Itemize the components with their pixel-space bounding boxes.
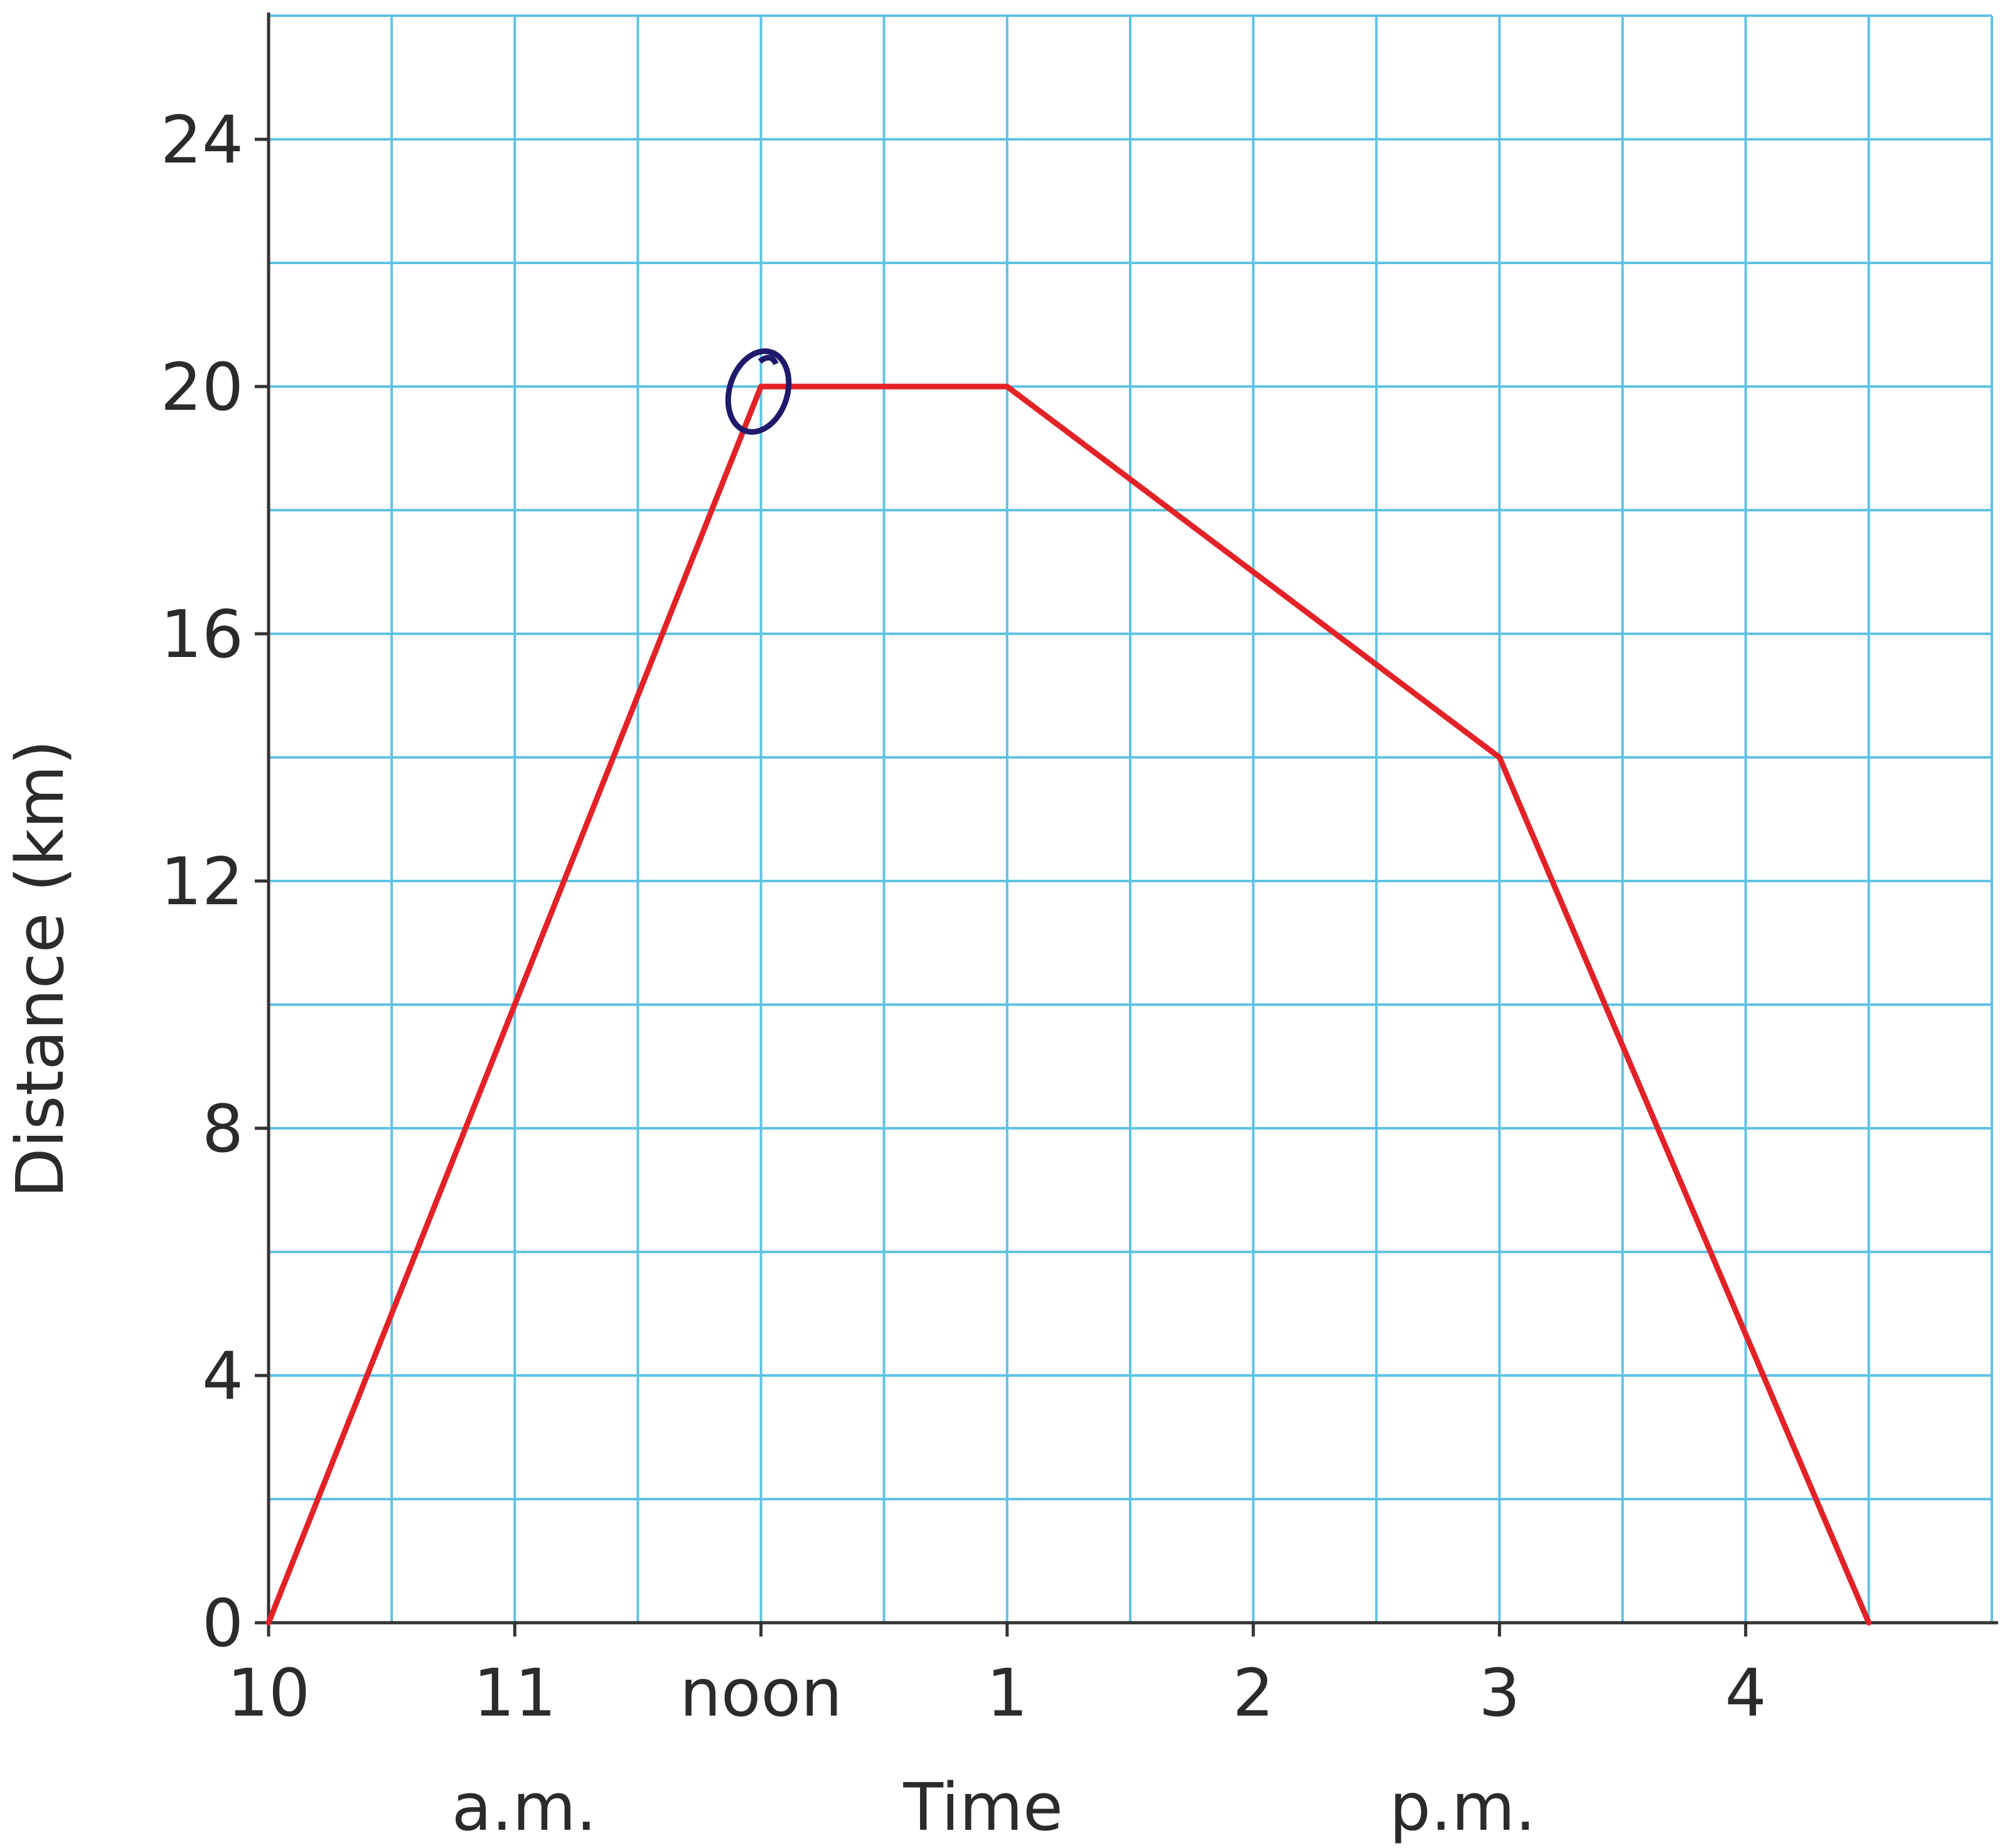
annotations-layer xyxy=(725,348,792,435)
y-tick-label: 24 xyxy=(161,102,243,178)
x-tick-label: 4 xyxy=(1725,1655,1767,1731)
x-tick-label: 2 xyxy=(1233,1655,1274,1731)
x-tick-label: noon xyxy=(680,1655,842,1731)
y-axis-label: Distance (km) xyxy=(2,740,78,1199)
x-axis-label: Time xyxy=(903,1769,1064,1845)
series-layer xyxy=(265,383,1872,1626)
hand-drawn-circle-annotation xyxy=(725,348,792,435)
y-tick-label: 20 xyxy=(161,349,243,425)
y-tick-label: 16 xyxy=(161,596,243,673)
x-tick-label: 3 xyxy=(1479,1655,1520,1731)
series-line xyxy=(265,383,1872,1626)
x-sublabel-am: a.m. xyxy=(452,1769,597,1845)
grid xyxy=(267,14,1993,1624)
x-tick-label: 11 xyxy=(473,1655,556,1731)
y-tick-label: 12 xyxy=(161,843,243,920)
y-tick-label: 4 xyxy=(202,1338,243,1414)
hand-drawn-circle-tail xyxy=(757,355,779,366)
x-tick-label: 1 xyxy=(987,1655,1028,1731)
x-tick-label: 10 xyxy=(227,1655,310,1731)
y-tick-label: 0 xyxy=(202,1585,243,1662)
y-tick-label: 8 xyxy=(202,1091,243,1167)
labels-layer: Distance (km) Time a.m. p.m. xyxy=(2,740,1536,1845)
x-sublabel-pm: p.m. xyxy=(1389,1769,1536,1845)
